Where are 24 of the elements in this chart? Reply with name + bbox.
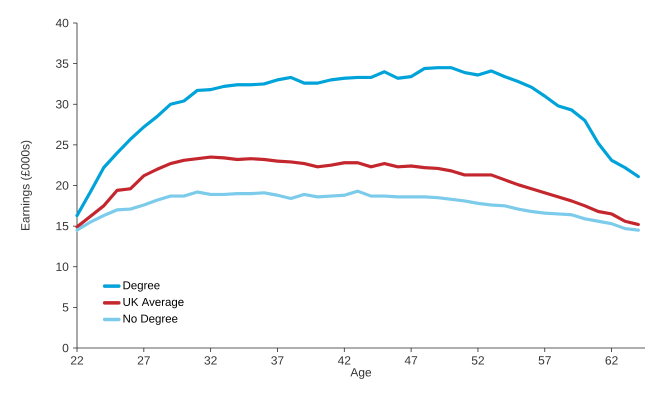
y-tick-label: 10 — [56, 262, 68, 271]
y-tick-label: 0 — [62, 344, 68, 352]
y-tick-label: 15 — [56, 222, 68, 230]
y-tick-label: 30 — [56, 100, 68, 108]
legend-label: No Degree — [124, 314, 178, 325]
x-tick-label: 37 — [271, 356, 284, 365]
y-tick-label: 35 — [56, 59, 68, 68]
x-tick-label: 22 — [70, 356, 84, 365]
y-tick-label: 5 — [62, 303, 68, 312]
y-tick-label: 25 — [56, 140, 68, 150]
legend-label: Degree — [124, 281, 160, 292]
y-tick-label: 40 — [56, 18, 68, 28]
x-tick-label: 47 — [404, 356, 418, 364]
y-axis-title: Earnings (£000s) — [20, 140, 32, 230]
x-tick-label: 52 — [472, 356, 484, 365]
x-tick-label: 32 — [204, 356, 217, 365]
y-tick-label: 20 — [56, 181, 68, 190]
x-tick-label: 42 — [338, 356, 350, 365]
x-tick-label: 57 — [538, 356, 551, 365]
x-tick-label: 27 — [138, 356, 150, 365]
legend-label: UK Average — [123, 298, 184, 308]
x-axis-title: Age — [350, 368, 372, 379]
line-series — [75, 66, 640, 218]
x-tick-label: 62 — [606, 356, 618, 365]
